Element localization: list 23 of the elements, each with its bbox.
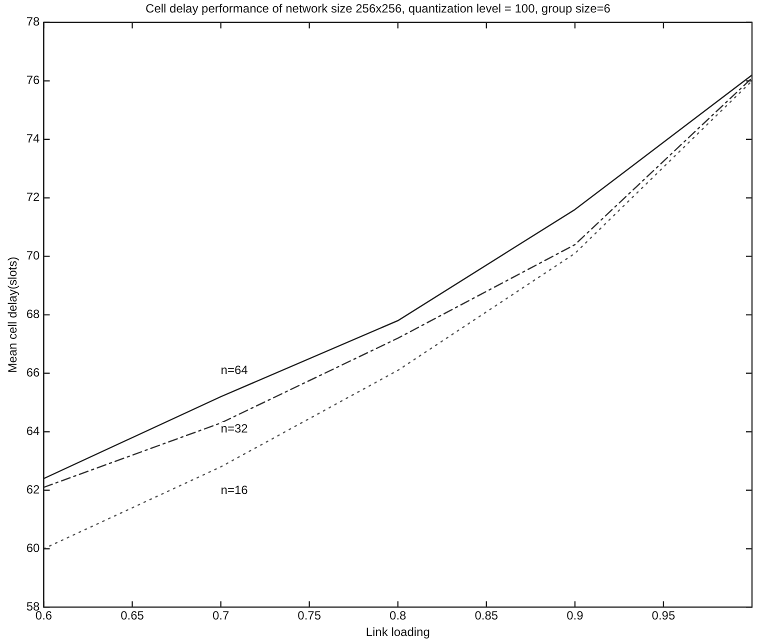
y-tick-label: 70: [26, 248, 40, 263]
y-tick-label: 68: [26, 307, 40, 322]
chart-title: Cell delay performance of network size 256x256, quantization level = 100, group size=6: [146, 2, 611, 16]
series-label: n=64: [220, 362, 248, 377]
y-tick-label: 76: [26, 73, 40, 88]
y-tick-label: 74: [26, 132, 40, 146]
x-tick-label: 0.7: [212, 608, 230, 623]
x-tick-label: 0.65: [120, 608, 144, 623]
x-tick-label: 0.75: [298, 608, 322, 623]
y-tick-label: 66: [26, 366, 40, 380]
y-tick-label: 62: [26, 482, 40, 497]
series-label: n=16: [220, 483, 248, 498]
y-tick-label: 64: [26, 424, 40, 438]
y-axis-title: Mean cell delay(slots): [6, 256, 20, 373]
y-tick-label: 78: [26, 14, 40, 29]
x-tick-label: 0.9: [566, 608, 584, 623]
x-tick-label: 0.95: [652, 608, 676, 623]
x-axis-title: Link loading: [366, 625, 430, 640]
x-tick-label: 0.8: [390, 608, 407, 623]
y-tick-label: 72: [26, 190, 40, 204]
x-tick-label: 0.85: [474, 608, 498, 623]
series-label: n=32: [220, 421, 248, 436]
y-tick-label: 60: [26, 541, 40, 556]
